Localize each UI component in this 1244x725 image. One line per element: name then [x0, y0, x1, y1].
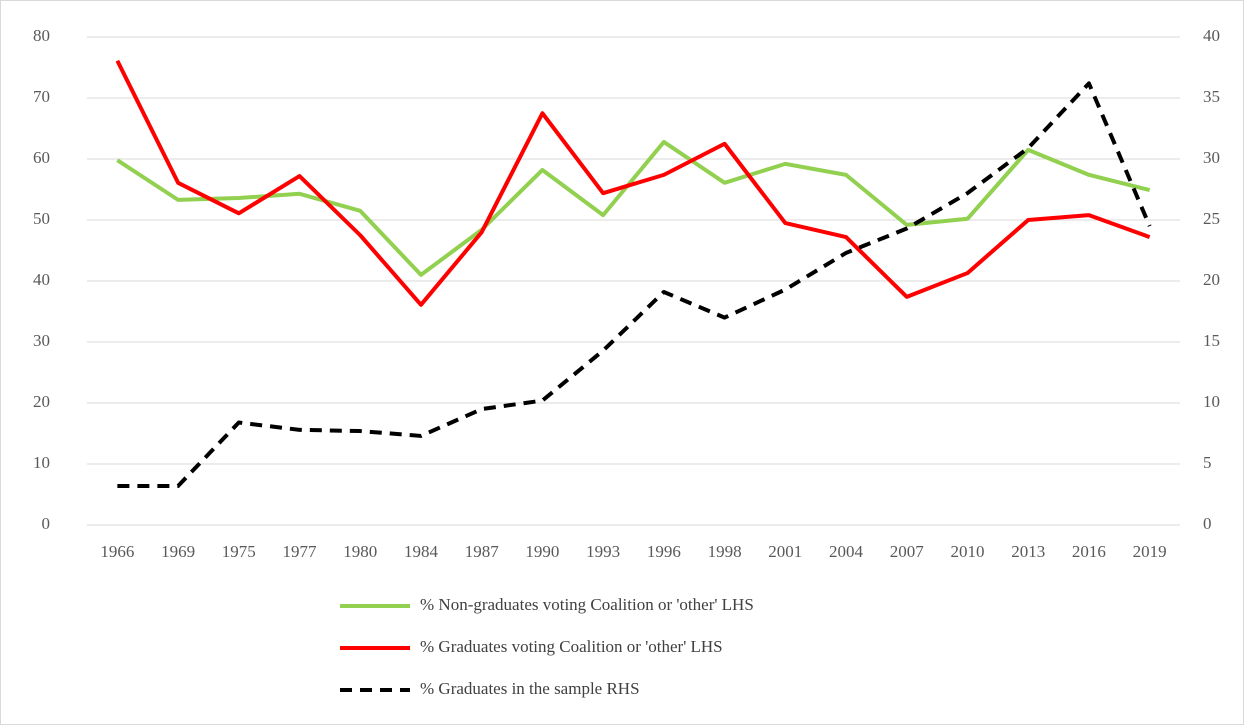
x-tick-label: 1990: [525, 542, 559, 561]
x-tick-label: 2010: [950, 542, 984, 561]
y2-tick-label: 0: [1203, 514, 1212, 533]
x-tick-label: 1980: [343, 542, 377, 561]
series-line: [116, 139, 1151, 277]
y-tick-label: 0: [42, 514, 51, 533]
legend-label: % Graduates voting Coalition or 'other' …: [420, 637, 723, 656]
y2-tick-label: 5: [1203, 453, 1212, 472]
x-tick-label: 2001: [768, 542, 802, 561]
x-tick-label: 1969: [161, 542, 195, 561]
x-tick-label: 1993: [586, 542, 620, 561]
x-tick-label: 1998: [708, 542, 742, 561]
x-tick-label: 1975: [222, 542, 256, 561]
x-tick-label: 2004: [829, 542, 864, 561]
x-tick-label: 2007: [890, 542, 925, 561]
y-tick-label: 60: [33, 148, 50, 167]
series-line: [115, 59, 1151, 307]
x-tick-label: 1984: [404, 542, 439, 561]
x-tick-label: 2013: [1011, 542, 1045, 561]
y2-tick-label: 15: [1203, 331, 1220, 350]
x-tick-label: 2016: [1072, 542, 1106, 561]
y-tick-label: 20: [33, 392, 50, 411]
x-tick-label: 1977: [283, 542, 318, 561]
legend-label: % Non-graduates voting Coalition or 'oth…: [420, 595, 754, 614]
y2-tick-label: 10: [1203, 392, 1220, 411]
y2-tick-label: 40: [1203, 26, 1220, 45]
y-tick-label: 50: [33, 209, 50, 228]
x-tick-label: 1966: [100, 542, 134, 561]
y-tick-label: 80: [33, 26, 50, 45]
x-tick-label: 1996: [647, 542, 681, 561]
y2-tick-label: 30: [1203, 148, 1220, 167]
x-tick-label: 1987: [465, 542, 500, 561]
legend-label: % Graduates in the sample RHS: [420, 679, 640, 698]
y2-tick-label: 35: [1203, 87, 1220, 106]
y2-tick-label: 25: [1203, 209, 1220, 228]
x-tick-label: 2019: [1133, 542, 1167, 561]
y-tick-label: 40: [33, 270, 50, 289]
y-tick-label: 30: [33, 331, 50, 350]
y-tick-label: 70: [33, 87, 50, 106]
y2-tick-label: 20: [1203, 270, 1220, 289]
y-tick-label: 10: [33, 453, 50, 472]
